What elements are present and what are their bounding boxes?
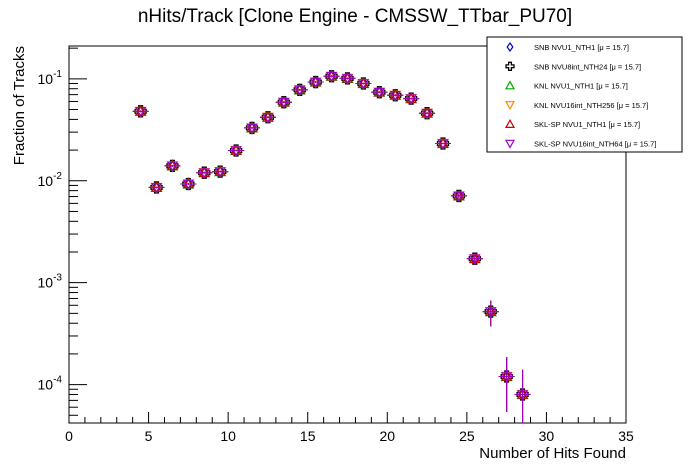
x-tick-label: 20	[379, 428, 395, 444]
data-point	[341, 74, 354, 85]
legend-label: SKL-SP NVU1_NTH1 [μ = 15.7]	[534, 120, 640, 129]
x-tick-label: 30	[539, 428, 555, 444]
data-point	[469, 254, 481, 265]
legend-marker	[506, 41, 514, 53]
legend-marker	[505, 61, 515, 71]
data-point	[389, 90, 401, 102]
x-tick-label: 25	[459, 428, 475, 444]
data-point	[134, 107, 147, 118]
data-layer	[132, 69, 531, 423]
data-point	[230, 146, 242, 157]
data-point	[182, 179, 194, 190]
legend-marker	[504, 118, 516, 129]
legend-marker	[504, 101, 516, 111]
x-axis: 0 5 10 15 20 25 30 35	[65, 412, 634, 444]
data-point	[485, 307, 497, 318]
data-point	[373, 87, 385, 99]
legend-marker	[504, 139, 516, 149]
data-point	[246, 123, 258, 134]
x-axis-label: Number of Hits Found	[479, 445, 626, 462]
data-point	[516, 390, 529, 401]
x-tick-label: 10	[220, 428, 236, 444]
data-point	[421, 108, 433, 120]
legend-marker	[504, 80, 516, 90]
data-point	[405, 94, 417, 105]
data-point	[310, 77, 322, 88]
chart-title: nHits/Track [Clone Engine - CMSSW_TTbar_…	[138, 6, 572, 27]
x-tick-label: 0	[65, 428, 73, 444]
data-point	[166, 161, 179, 172]
x-tick-label: 35	[618, 428, 634, 444]
data-point	[278, 97, 290, 109]
x-tick-label: 15	[300, 428, 316, 444]
data-point	[262, 112, 274, 124]
legend-label: SNB NVU1_NTH1 [μ = 15.7]	[534, 43, 629, 52]
data-point	[214, 167, 226, 178]
data-point	[501, 372, 513, 383]
data-point	[437, 139, 449, 150]
legend: SNB NVU1_NTH1 [μ = 15.7] SNB NVU8int_NTH2…	[486, 36, 683, 153]
legend-label: KNL NVU16int_NTH256 [μ = 15.7]	[534, 101, 648, 110]
legend-label: SKL-SP NVU16int_NTH64 [μ = 15.7]	[534, 140, 656, 149]
y-axis-label: Fraction of Tracks	[11, 46, 28, 165]
series-group	[132, 71, 531, 423]
legend-label: SNB NVU8int_NTH24 [μ = 15.7]	[534, 62, 641, 71]
data-point	[198, 168, 210, 179]
x-tick-label: 5	[145, 428, 153, 444]
data-point	[453, 191, 465, 202]
data-point	[150, 183, 163, 194]
legend-label: KNL NVU1_NTH1 [μ = 15.7]	[534, 82, 628, 91]
data-point	[357, 79, 370, 90]
legend-box	[486, 36, 683, 153]
data-point	[325, 71, 338, 83]
data-point	[294, 85, 306, 96]
